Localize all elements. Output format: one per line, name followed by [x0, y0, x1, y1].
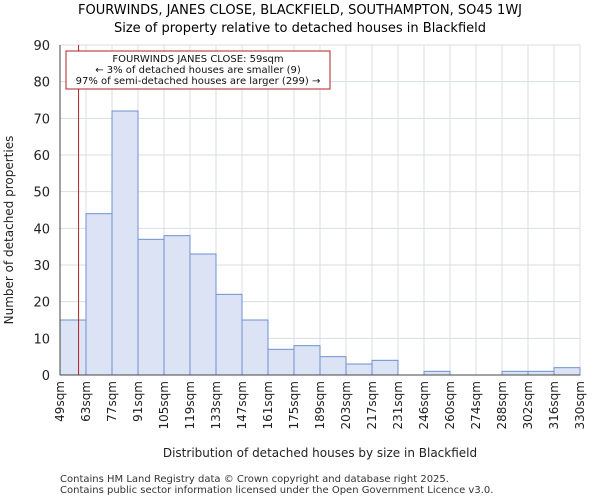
x-tick-label: 260sqm	[443, 381, 457, 429]
y-tick-label: 30	[33, 259, 50, 274]
y-tick-label: 70	[33, 112, 50, 127]
y-tick-label: 0	[42, 369, 50, 384]
bar-203sqm	[345, 363, 373, 376]
bar-189sqm	[319, 356, 347, 376]
x-tick-label: 288sqm	[495, 381, 509, 429]
footer-copyright: Contains HM Land Registry data © Crown c…	[60, 474, 449, 485]
y-tick-label: 40	[33, 222, 50, 237]
bar-91sqm	[137, 238, 165, 376]
bar-77sqm	[111, 110, 139, 376]
bar-217sqm	[371, 359, 399, 376]
annotation-smaller: ← 3% of detached houses are smaller (9)	[95, 65, 301, 76]
bar-316sqm	[553, 367, 581, 376]
x-tick-label: 203sqm	[339, 381, 353, 429]
x-tick-label: 217sqm	[365, 381, 379, 429]
x-tick-label: 147sqm	[235, 381, 249, 429]
bar-246sqm	[423, 370, 451, 376]
bars	[59, 110, 581, 376]
chart-title: Size of property relative to detached ho…	[113, 21, 486, 36]
y-tick-label: 10	[33, 332, 50, 347]
x-tick-label: 161sqm	[261, 381, 275, 429]
annotation-title: FOURWINDS JANES CLOSE: 59sqm	[112, 54, 283, 65]
y-tick-labels: 0 10 20 30 40 50 60 70 80 90	[33, 39, 50, 384]
y-tick-label: 50	[33, 186, 50, 201]
bar-119sqm	[189, 253, 217, 376]
x-tick-label: 105sqm	[157, 381, 171, 429]
x-tick-label: 231sqm	[391, 381, 405, 429]
bar-175sqm	[293, 345, 321, 376]
x-axis-label: Distribution of detached houses by size …	[163, 446, 477, 460]
y-tick-label: 80	[33, 76, 50, 91]
bar-133sqm	[215, 293, 243, 376]
x-tick-label: 49sqm	[53, 381, 67, 422]
y-tick-label: 60	[33, 149, 50, 164]
x-tick-label: 316sqm	[547, 381, 561, 429]
property-marker: FOURWINDS JANES CLOSE: 59sqm← 3% of deta…	[65, 45, 331, 375]
y-tick-label: 90	[33, 39, 50, 54]
x-tick-label: 330sqm	[573, 381, 587, 429]
axes	[59, 45, 580, 376]
y-axis-label: Number of detached properties	[2, 136, 16, 325]
annotation-box	[65, 50, 331, 90]
x-tick-label: 91sqm	[131, 381, 145, 422]
x-tick-label: 77sqm	[105, 381, 119, 422]
bar-63sqm	[85, 213, 113, 376]
x-tick-labels: 49sqm 63sqm 77sqm 91sqm 105sqm 119sqm 133sqm 14…	[53, 381, 587, 429]
x-tick-label: 189sqm	[313, 381, 327, 429]
bar-161sqm	[267, 348, 295, 376]
annotation-larger: 97% of semi-detached houses are larger (…	[76, 76, 321, 87]
x-tick-label: 274sqm	[469, 381, 483, 429]
x-tick-label: 63sqm	[79, 381, 93, 422]
footer-licence: Contains public sector information licen…	[60, 485, 494, 496]
bar-105sqm	[163, 235, 191, 376]
chart-title-address: FOURWINDS, JANES CLOSE, BLACKFIELD, SOUT…	[77, 3, 523, 18]
x-tick-label: 175sqm	[287, 381, 301, 429]
bar-288sqm	[501, 370, 529, 376]
x-tick-label: 119sqm	[183, 381, 197, 429]
bar-302sqm	[527, 370, 555, 376]
x-tick-label: 302sqm	[521, 381, 535, 429]
y-tick-label: 20	[33, 296, 50, 311]
x-tick-label: 133sqm	[209, 381, 223, 429]
bar-49sqm	[59, 319, 87, 376]
x-tick-label: 246sqm	[417, 381, 431, 429]
bar-147sqm	[241, 319, 269, 376]
